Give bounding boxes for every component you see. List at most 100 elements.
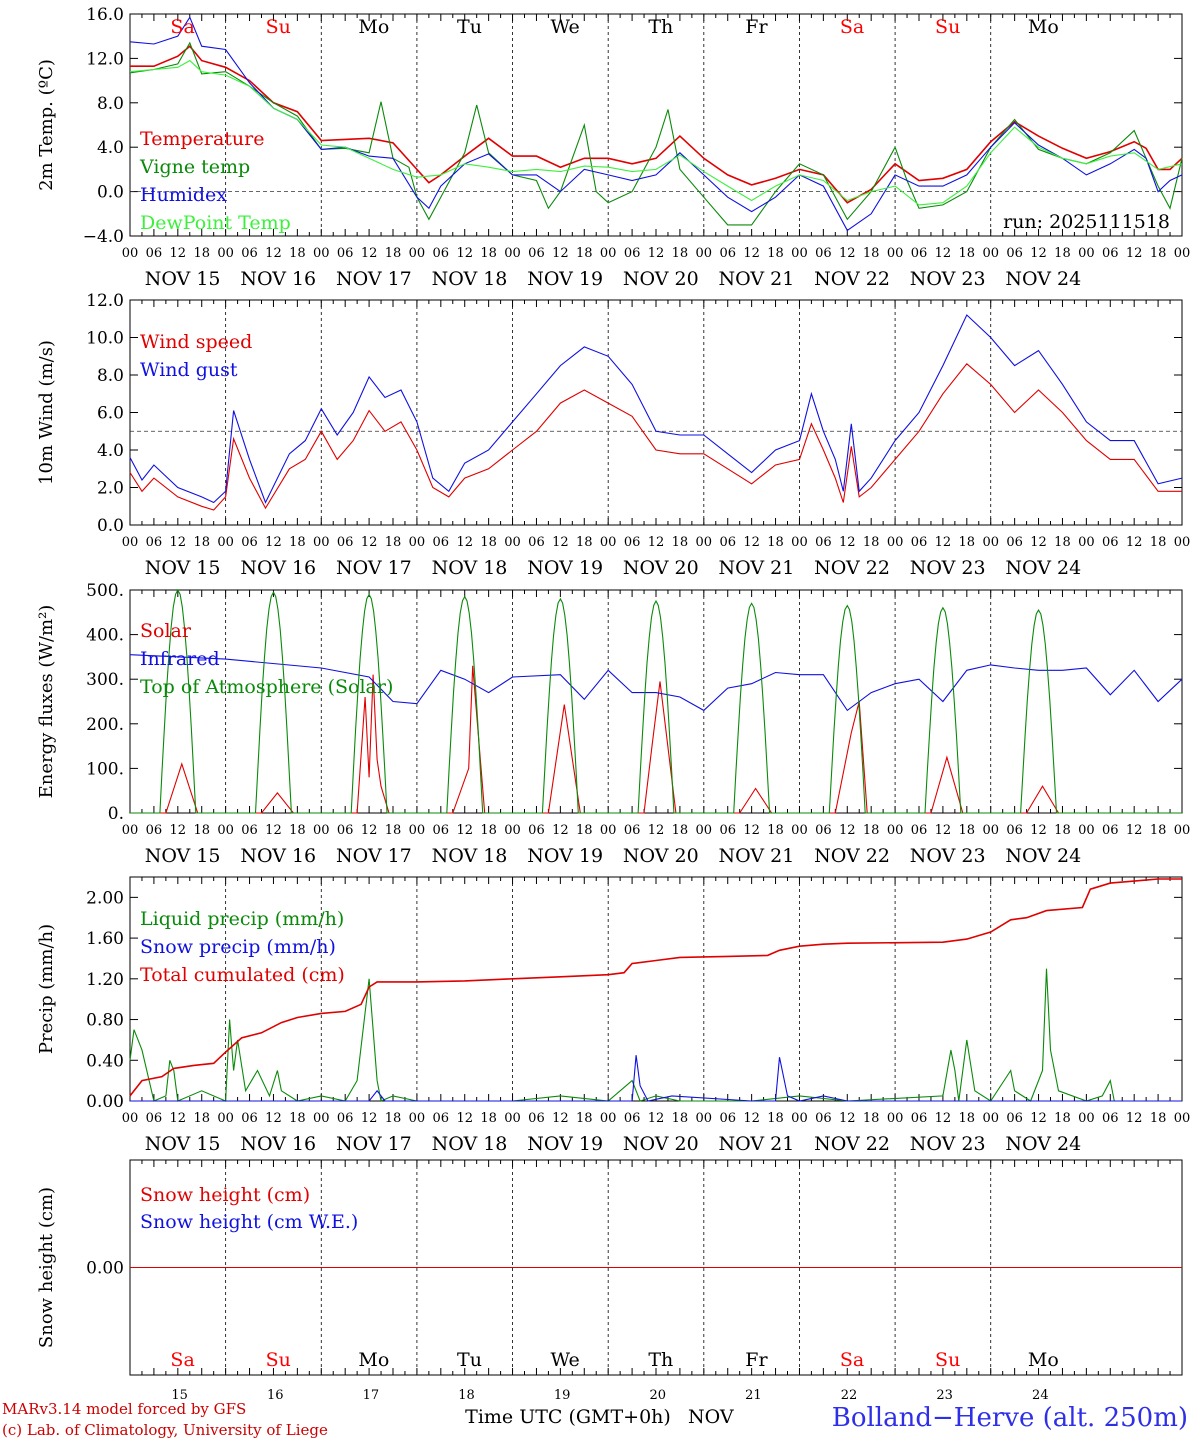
day-number: 17 [363,1388,380,1403]
hour-tick-label: 06 [911,246,928,261]
hour-tick-label: 12 [552,1111,569,1126]
weekday-label-top: We [551,16,580,38]
y-tick-label: 12.0 [86,291,124,311]
hour-tick-label: 12 [839,1111,856,1126]
hour-tick-label: 06 [624,535,641,550]
date-label: NOV 20 [623,1133,699,1155]
hour-tick-label: 18 [863,823,880,838]
date-label: NOV 17 [336,557,412,579]
hour-tick-label: 06 [624,1111,641,1126]
hour-tick-label: 12 [1030,1111,1047,1126]
hour-tick-label: 18 [767,246,784,261]
hour-tick-label: 12 [743,1111,760,1126]
legend-entry: Wind gust [140,359,238,381]
hour-tick-label: 18 [576,535,593,550]
hour-tick-label: 06 [337,823,354,838]
hour-tick-label: 18 [959,823,976,838]
hour-tick-label: 00 [313,535,330,550]
hour-tick-label: 12 [552,246,569,261]
hour-tick-label: 12 [839,823,856,838]
hour-tick-label: 12 [456,535,473,550]
hour-tick-label: 00 [504,823,521,838]
hour-tick-label: 00 [1078,823,1095,838]
hour-tick-label: 00 [313,823,330,838]
hour-tick-label: 00 [982,246,999,261]
date-label: NOV 17 [336,268,412,290]
panel-energy: 0. 100. 200. 300. 400. 500. Energy fluxes (W/m… [36,581,1190,867]
day-number: 23 [936,1388,953,1403]
hour-tick-label: 12 [456,823,473,838]
hour-tick-label: 12 [1126,823,1143,838]
hour-tick-label: 18 [193,1111,210,1126]
hour-tick-label: 18 [1054,246,1071,261]
hour-tick-label: 12 [1030,246,1047,261]
hour-tick-label: 00 [791,823,808,838]
hour-tick-label: 06 [1006,1111,1023,1126]
hour-tick-label: 12 [1126,1111,1143,1126]
date-label: NOV 24 [1005,1133,1081,1155]
month-label: NOV [688,1406,734,1428]
hour-tick-label: 12 [170,246,187,261]
hour-tick-label: 18 [1150,246,1167,261]
hour-tick-label: 00 [696,535,713,550]
panel-wind: 0.0 2.0 4.0 6.0 8.0 10.0 12.0 10m Wind (m/s) Win… [36,291,1190,579]
hour-tick-label: 12 [935,1111,952,1126]
hour-tick-label: 06 [433,535,450,550]
legend-entry: Humidex [140,184,227,206]
hour-tick-label: 18 [1054,823,1071,838]
y-tick-label: 8.0 [97,94,124,114]
hour-tick-label: 12 [1126,246,1143,261]
day-number: 20 [650,1388,667,1403]
series-line-humidex [129,16,1183,232]
panel-temp: −4.0 0.0 4.0 8.0 12.0 16.0 2m Temp. (ºC) Temper… [36,5,1190,290]
hour-tick-label: 06 [815,246,832,261]
hour-tick-label: 06 [241,535,258,550]
plot-frame [129,299,1183,526]
hour-tick-label: 00 [122,535,139,550]
hour-tick-label: 00 [1078,1111,1095,1126]
date-label: NOV 15 [145,845,221,867]
hour-tick-label: 06 [433,1111,450,1126]
hour-tick-label: 00 [217,535,234,550]
hour-tick-label: 00 [1174,246,1191,261]
hour-tick-label: 00 [122,1111,139,1126]
hour-tick-label: 12 [1126,535,1143,550]
hour-tick-label: 12 [456,246,473,261]
series-line-top-of-atmosphere-solar- [130,588,1182,814]
panel-precip: 0.00 0.40 0.80 1.20 1.60 2.00 Precip (mm/h) Liq… [36,876,1190,1155]
day-number: 18 [458,1388,475,1403]
hour-tick-label: 06 [337,1111,354,1126]
hour-tick-label: 00 [791,1111,808,1126]
hour-tick-label: 18 [672,246,689,261]
hour-tick-label: 00 [313,246,330,261]
plot-frame [129,13,1183,237]
y-tick-label: 0.0 [97,516,124,536]
hour-tick-label: 06 [1102,1111,1119,1126]
y-tick-label: 2.0 [97,479,124,499]
hour-tick-label: 18 [193,535,210,550]
date-label: NOV 16 [240,557,316,579]
hour-tick-label: 12 [648,823,665,838]
day-number: 21 [745,1388,762,1403]
hour-tick-label: 06 [1102,535,1119,550]
legend-entry: Snow height (cm W.E.) [140,1211,358,1233]
hour-tick-label: 06 [624,246,641,261]
hour-tick-label: 12 [743,246,760,261]
date-label: NOV 18 [432,845,508,867]
hour-tick-label: 00 [1078,535,1095,550]
hour-tick-label: 18 [480,246,497,261]
y-tick-label: 6.0 [97,404,124,424]
legend-entry: Wind speed [140,331,252,353]
hour-tick-label: 06 [911,535,928,550]
hour-tick-label: 06 [1102,823,1119,838]
day-number: 16 [267,1388,284,1403]
hour-tick-label: 06 [1006,823,1023,838]
y-tick-label: 4.0 [97,441,124,461]
hour-tick-label: 00 [696,246,713,261]
hour-tick-label: 12 [265,535,282,550]
hour-tick-label: 12 [361,823,378,838]
hour-tick-label: 00 [600,246,617,261]
y-tick-label: 0. [108,804,124,824]
y-tick-label: −4.0 [83,227,124,247]
